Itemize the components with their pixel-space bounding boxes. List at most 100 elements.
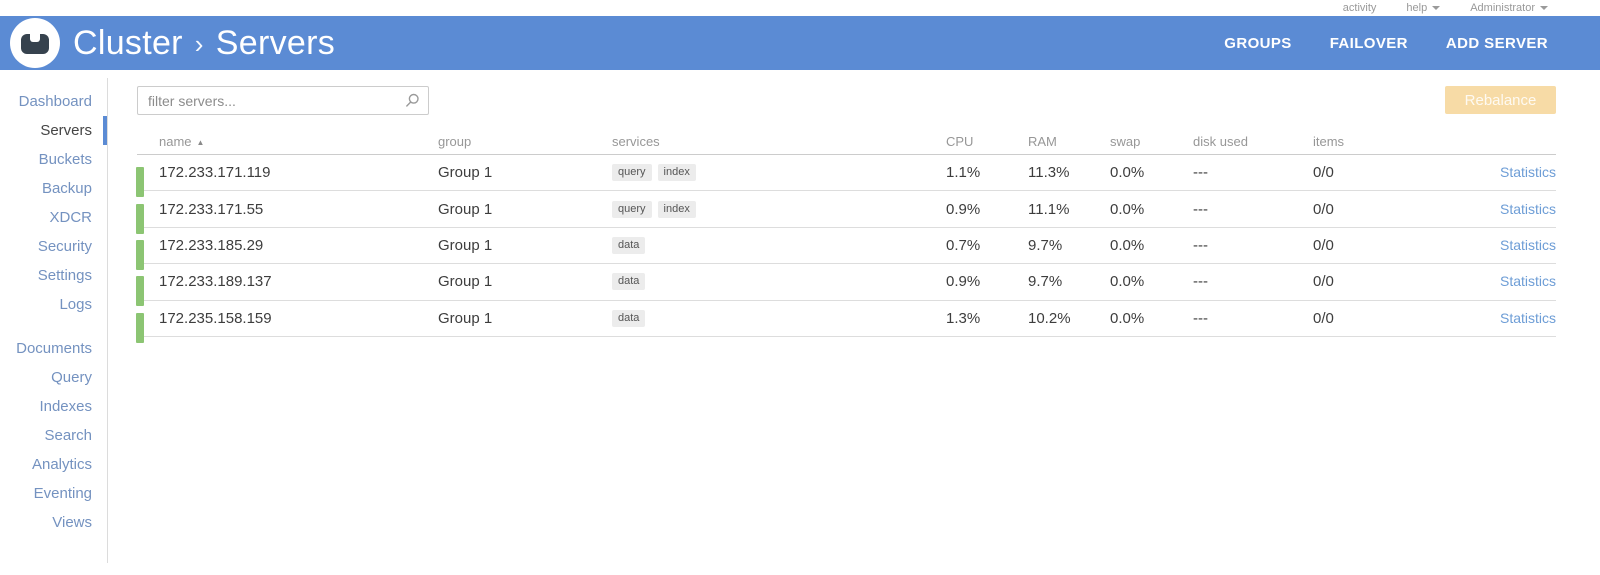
server-table-body: 172.233.171.119 Group 1 query index 1.1% … — [136, 155, 1556, 343]
server-disk-used: --- — [1193, 164, 1208, 182]
servers-table: name ▲ group services CPU RAM swap disk u… — [136, 128, 1556, 343]
server-cpu: 1.1% — [946, 164, 981, 182]
sidebar-item-backup[interactable]: Backup — [41, 180, 92, 197]
server-row[interactable]: 172.235.158.159 Group 1 data 1.3% 10.2% … — [136, 301, 1556, 343]
sidebar-group-primary: Dashboard Servers Buckets Backup XDCR Securit… — [0, 87, 107, 319]
sidebar-item-search[interactable]: Search — [44, 427, 92, 444]
server-row[interactable]: 172.233.171.55 Group 1 query index 0.9% 1… — [136, 191, 1556, 234]
failover-button[interactable]: FAILOVER — [1329, 34, 1408, 52]
servers-toolbar: Rebalance — [137, 86, 1556, 115]
groups-button[interactable]: GROUPS — [1224, 34, 1292, 52]
sidebar-item-logs[interactable]: Logs — [59, 296, 92, 313]
sidebar-item-dashboard[interactable]: Dashboard — [18, 93, 92, 110]
statistics-link[interactable]: Statistics — [1499, 200, 1556, 217]
column-header-group[interactable]: group — [438, 133, 472, 149]
server-name: 172.233.171.55 — [159, 200, 264, 218]
server-services: data — [612, 309, 946, 327]
server-row[interactable]: 172.233.171.119 Group 1 query index 1.1% … — [136, 155, 1556, 198]
server-group: Group 1 — [438, 164, 493, 182]
breadcrumb: Cluster › Servers — [73, 24, 335, 63]
statistics-link[interactable]: Statistics — [1499, 273, 1556, 290]
server-cpu: 1.3% — [946, 309, 981, 327]
server-row[interactable]: 172.233.185.29 Group 1 data 0.7% 9.7% 0.… — [136, 228, 1556, 270]
server-row[interactable]: 172.233.189.137 Group 1 data 0.9% 9.7% 0… — [136, 264, 1556, 307]
add-server-button[interactable]: ADD SERVER — [1445, 34, 1548, 52]
service-tag: data — [612, 273, 646, 291]
server-items: 0/0 — [1313, 309, 1334, 327]
header-menu: GROUPS FAILOVER ADD SERVER — [1224, 35, 1600, 52]
server-ram: 11.1% — [1028, 200, 1070, 218]
sidebar: Dashboard Servers Buckets Backup XDCR Securit… — [0, 70, 107, 537]
couch-icon — [21, 33, 49, 54]
server-ram: 11.3% — [1028, 164, 1070, 182]
server-disk-used: --- — [1193, 236, 1208, 254]
help-label: help — [1406, 2, 1428, 14]
server-swap: 0.0% — [1110, 273, 1145, 291]
server-name: 172.233.185.29 — [159, 236, 264, 254]
service-tag: data — [612, 236, 646, 254]
server-status-bar — [136, 203, 144, 234]
server-services: query index — [612, 200, 946, 218]
statistics-link[interactable]: Statistics — [1499, 309, 1556, 326]
user-menu[interactable]: Administrator — [1470, 2, 1548, 14]
search-icon — [406, 93, 419, 107]
app-header: Cluster › Servers GROUPS FAILOVER ADD SE… — [0, 16, 1600, 70]
sidebar-item-eventing[interactable]: Eventing — [33, 485, 92, 502]
column-header-name[interactable]: name ▲ — [159, 133, 205, 149]
column-header-disk-used[interactable]: disk used — [1193, 133, 1248, 149]
server-status-bar — [136, 312, 144, 343]
caret-down-icon — [1540, 6, 1548, 10]
statistics-link[interactable]: Statistics — [1499, 236, 1556, 253]
top-utility-bar: activity help Administrator — [0, 0, 1600, 16]
main-content: Rebalance name▲ group services CPU RAM s… — [136, 86, 1556, 343]
sidebar-item-indexes[interactable]: Indexes — [39, 398, 92, 415]
rebalance-button[interactable]: Rebalance — [1445, 86, 1556, 114]
sidebar-group-secondary: Documents Query Indexes Search Analytics Even… — [0, 334, 107, 537]
server-name: 172.233.189.137 — [159, 273, 272, 291]
sidebar-item-settings[interactable]: Settings — [37, 267, 92, 284]
service-tag: data — [612, 309, 646, 327]
sidebar-item-security[interactable]: Security — [37, 238, 92, 255]
chevron-right-icon: › — [194, 28, 204, 59]
sidebar-item-analytics[interactable]: Analytics — [31, 456, 92, 473]
server-cpu: 0.9% — [946, 200, 981, 218]
server-disk-used: --- — [1193, 273, 1208, 291]
sidebar-item-buckets[interactable]: Buckets — [38, 151, 92, 168]
sidebar-item-documents[interactable]: Documents — [16, 340, 92, 357]
page-title: Servers — [215, 23, 336, 62]
sidebar-item-xdcr[interactable]: XDCR — [49, 209, 92, 226]
sidebar-item-servers[interactable]: Servers — [0, 116, 107, 145]
server-ram: 9.7% — [1028, 273, 1063, 291]
column-header-services[interactable]: services — [612, 133, 660, 149]
server-status-bar — [136, 167, 144, 198]
server-name: 172.235.158.159 — [159, 309, 272, 327]
column-header-ram[interactable]: RAM — [1028, 133, 1057, 149]
server-services: data — [612, 273, 946, 291]
sidebar-item-views[interactable]: Views — [52, 514, 92, 531]
service-tag: query — [612, 200, 652, 218]
service-tag: index — [657, 164, 696, 182]
help-menu[interactable]: help — [1406, 2, 1441, 14]
server-group: Group 1 — [438, 273, 493, 291]
column-header-swap[interactable]: swap — [1110, 133, 1141, 149]
server-swap: 0.0% — [1110, 236, 1145, 254]
user-label: Administrator — [1470, 2, 1535, 14]
filter-servers-input[interactable] — [137, 86, 429, 115]
server-ram: 9.7% — [1028, 236, 1063, 254]
column-header-items[interactable]: items — [1313, 133, 1345, 149]
statistics-link[interactable]: Statistics — [1499, 164, 1556, 181]
sidebar-item-query[interactable]: Query — [51, 369, 92, 386]
server-items: 0/0 — [1313, 236, 1334, 254]
column-header-cpu[interactable]: CPU — [946, 133, 974, 149]
server-status-bar — [136, 239, 144, 270]
activity-link[interactable]: activity — [1343, 2, 1377, 14]
server-cpu: 0.9% — [946, 273, 981, 291]
server-swap: 0.0% — [1110, 200, 1145, 218]
server-services: query index — [612, 164, 946, 182]
sidebar-divider — [107, 78, 108, 563]
server-swap: 0.0% — [1110, 164, 1145, 182]
server-swap: 0.0% — [1110, 309, 1145, 327]
server-disk-used: --- — [1193, 309, 1208, 327]
server-group: Group 1 — [438, 309, 493, 327]
service-tag: query — [612, 164, 652, 182]
